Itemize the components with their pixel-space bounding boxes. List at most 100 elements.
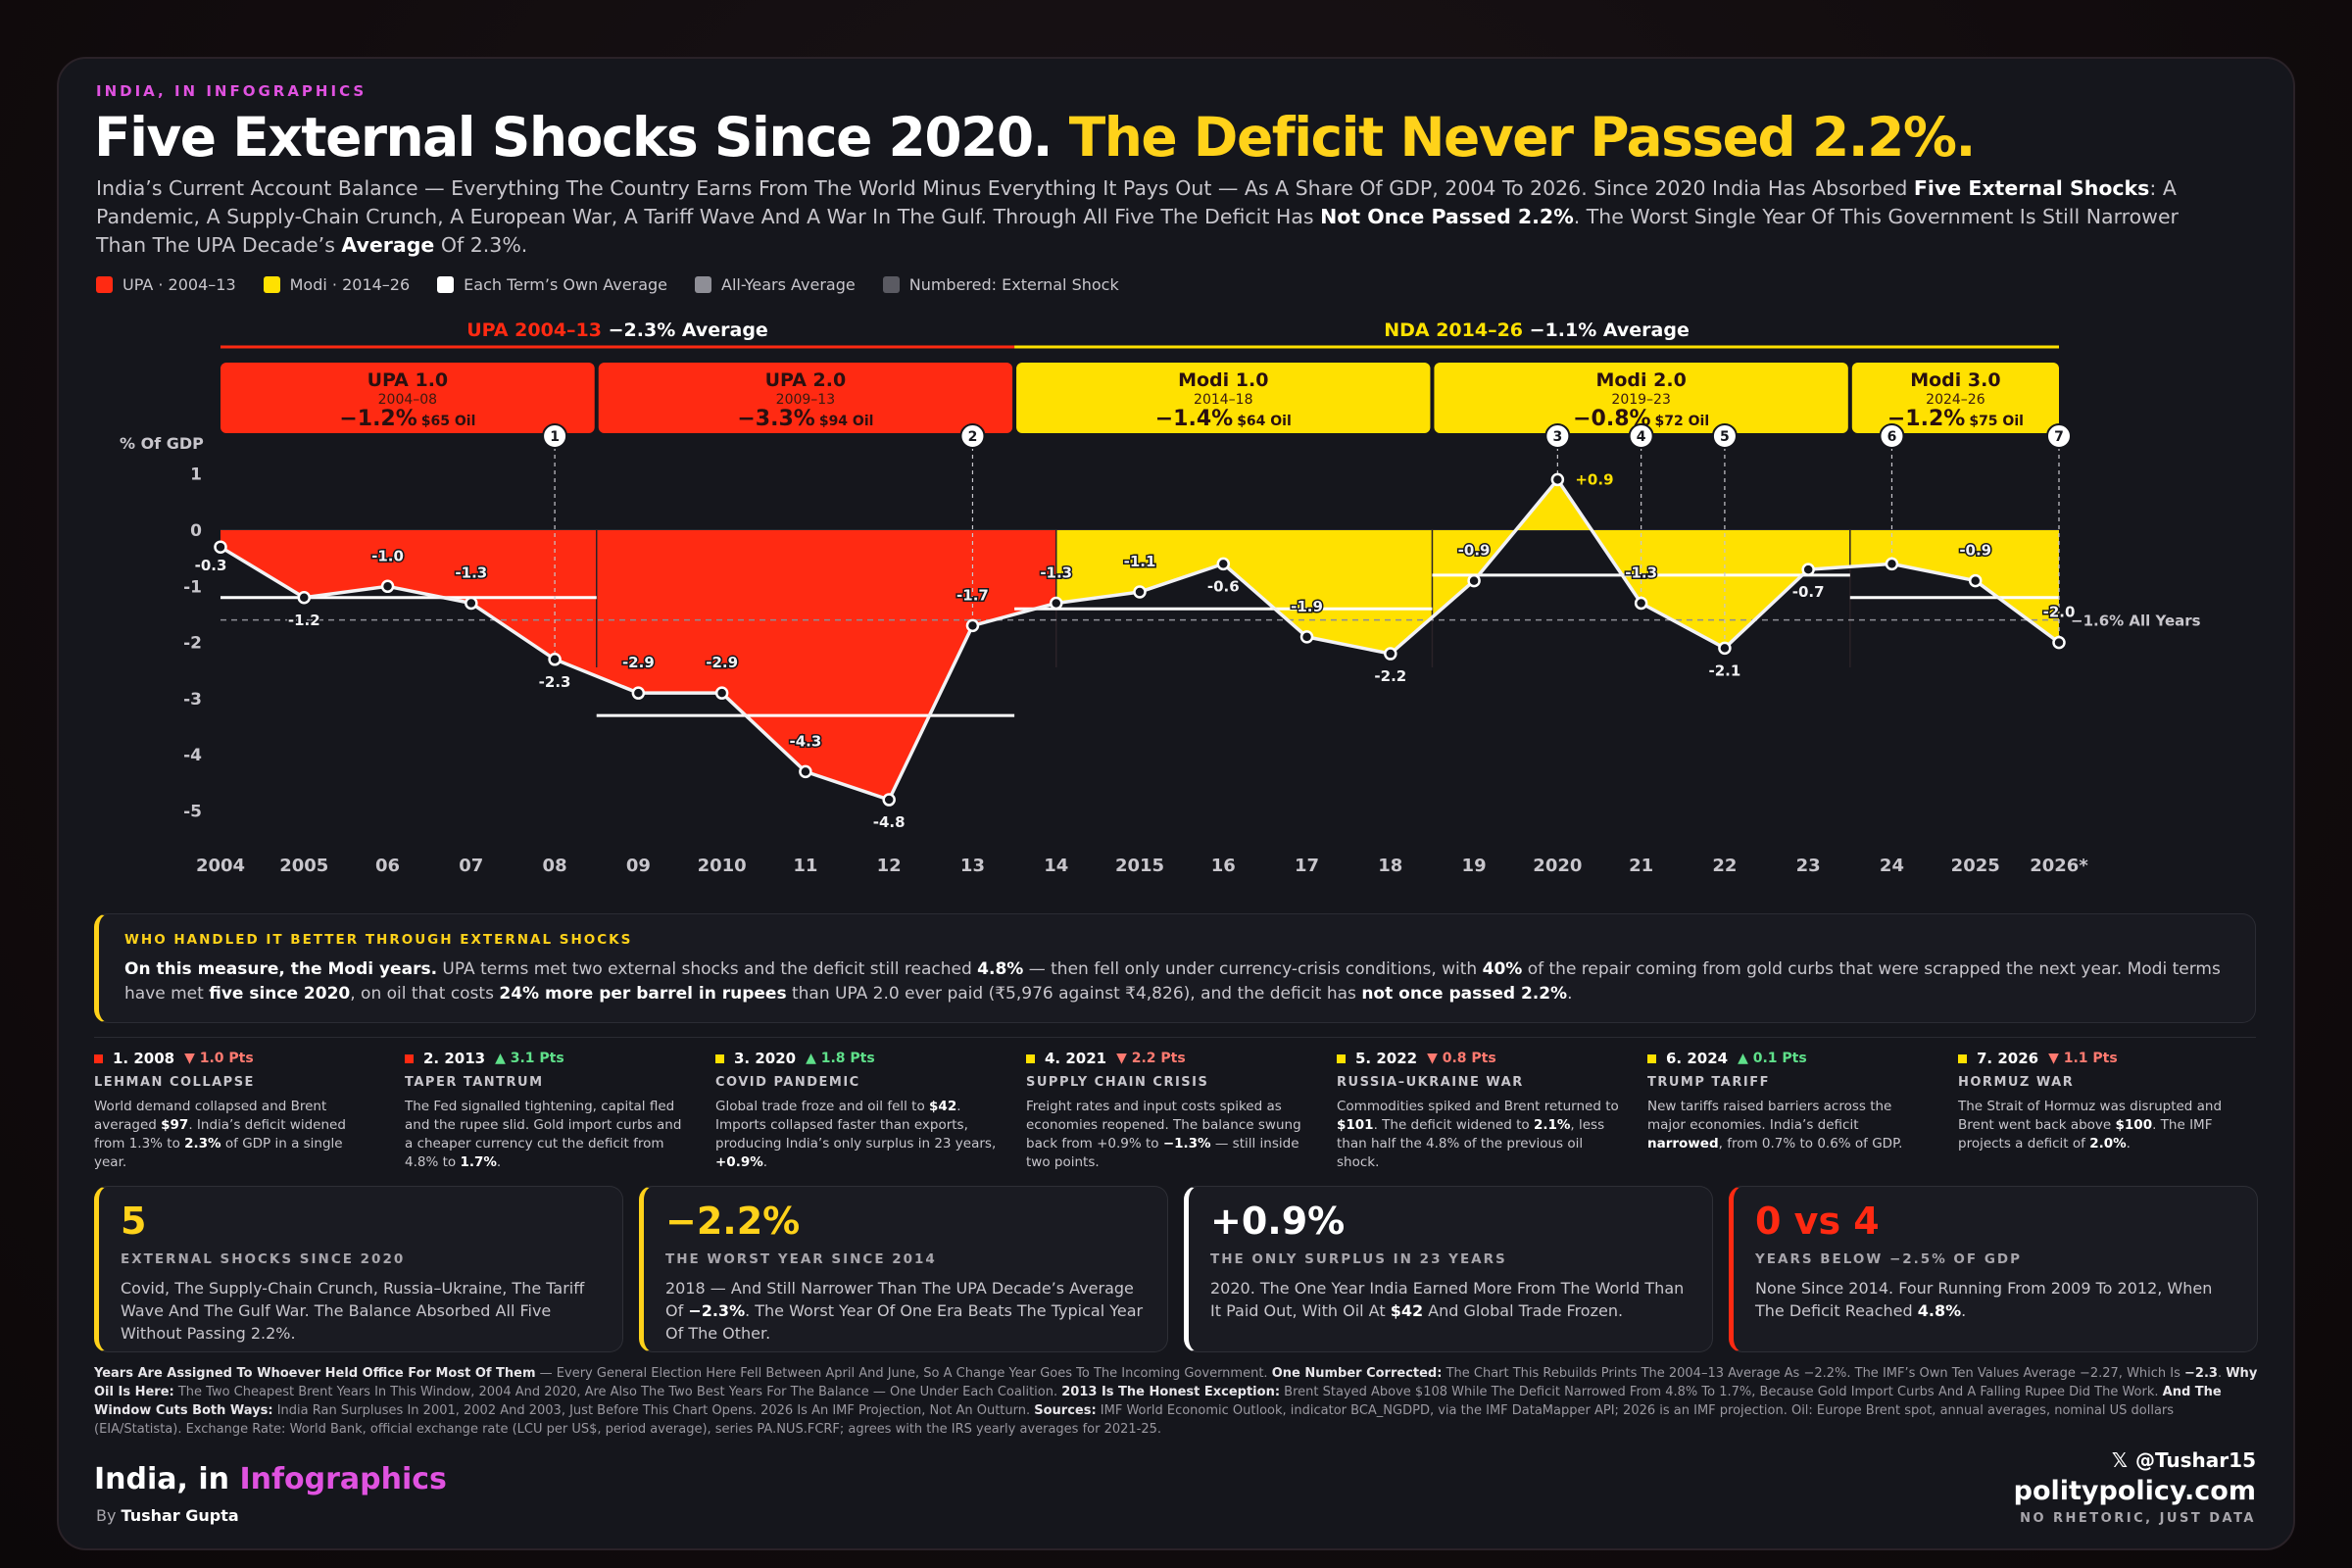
shock-delta: ▼ 0.8 Pts: [1427, 1051, 1496, 1066]
shock-description: New tariffs raised barriers across the m…: [1647, 1098, 1932, 1153]
shock-number-badge: [1879, 423, 1905, 449]
body-text: , less than half the 4.8% of the previou…: [1337, 1117, 1605, 1170]
body-text: than UPA 2.0 ever paid (₹5,976 against ₹…: [786, 984, 1362, 1004]
shock-year: 7. 2026: [1977, 1050, 2039, 1067]
body-text: .: [1961, 1301, 1967, 1320]
shock-year: 3. 2020: [734, 1050, 797, 1067]
emphasis-text: −1.3%: [1162, 1136, 1211, 1152]
shock-header: 2. 2013 ▲ 3.1 Pts: [405, 1050, 689, 1067]
body-text: .: [2217, 1366, 2227, 1381]
term-summary: −3.3% $94 Oil: [737, 407, 873, 431]
emphasis-text: 1.7%: [460, 1154, 497, 1170]
data-point: [1133, 585, 1147, 599]
body-text: World demand collapsed and Brent average…: [94, 1099, 327, 1133]
data-point: [1801, 563, 1815, 576]
term-average: −1.2%: [339, 407, 416, 431]
x-tick-label: 24: [1880, 856, 1904, 876]
data-point: [214, 540, 227, 554]
shock-number: 5: [1720, 429, 1730, 445]
body-text: UPA terms met two external shocks and th…: [437, 959, 978, 979]
stat-value: −2.2%: [665, 1200, 801, 1243]
shock-number: 1: [550, 429, 560, 445]
data-label: -1.3: [455, 564, 487, 581]
shock-header: 6. 2024 ▲ 0.1 Pts: [1647, 1050, 1932, 1067]
data-point: [297, 591, 312, 605]
legend-item: Each Term’s Own Average: [437, 275, 667, 294]
term-name: Modi 1.0: [1178, 369, 1268, 391]
shock-number-badge: [2046, 423, 2072, 449]
emphasis-text: narrowed: [1647, 1136, 1719, 1152]
data-point: [2052, 635, 2066, 650]
data-label: -2.3: [539, 673, 571, 691]
shock-marker-icon: [1026, 1054, 1035, 1063]
title-main: Five External Shocks Since 2020.: [94, 106, 1054, 169]
stat-label: YEARS BELOW −2.5% OF GDP: [1755, 1251, 2022, 1267]
data-label: -0.9: [1458, 542, 1491, 560]
y-tick-label: -5: [183, 803, 202, 822]
body-text: Freight rates and input costs spiked as …: [1026, 1099, 1301, 1152]
data-point: [799, 764, 812, 779]
footnotes: Years Are Assigned To Whoever Held Offic…: [94, 1364, 2260, 1439]
shock-name: RUSSIA–UKRAINE WAR: [1337, 1075, 1524, 1090]
shock-number-badge: [1711, 423, 1738, 449]
body-text: The Two Cheapest Brent Years In This Win…: [173, 1385, 1062, 1399]
shock-year: 4. 2021: [1045, 1050, 1107, 1067]
data-label: -4.3: [790, 732, 822, 750]
body-text: .: [1567, 984, 1573, 1004]
term-years: 2014–18: [1194, 392, 1252, 408]
legend-label: Each Term’s Own Average: [464, 275, 667, 294]
stat-value: 0 vs 4: [1755, 1200, 1880, 1243]
subtitle-text: Of 2.3%.: [434, 233, 528, 257]
data-point: [965, 618, 980, 633]
body-text: New tariffs raised barriers across the m…: [1647, 1099, 1892, 1133]
shock-number: 3: [1552, 429, 1562, 445]
body-text: , from 0.7% to 0.6% of GDP.: [1718, 1136, 1903, 1152]
page-title: Five External Shocks Since 2020. The Def…: [94, 106, 1977, 169]
shock-delta: ▲ 1.8 Pts: [806, 1051, 875, 1066]
stat-card: +0.9% THE ONLY SURPLUS IN 23 YEARS 2020. T…: [1184, 1186, 1713, 1352]
shock-year: 1. 2008: [113, 1050, 175, 1067]
data-label: -1.1: [1124, 553, 1156, 570]
data-point: [1299, 630, 1314, 644]
social-handle[interactable]: 𝕏 @Tushar15: [2112, 1448, 2256, 1472]
data-label: -1.2: [288, 612, 320, 629]
shock-number-badge: [1544, 423, 1571, 449]
x-tick-label: 17: [1295, 856, 1319, 876]
subtitle-emphasis: Average: [341, 233, 435, 257]
x-tick-label: 2004: [196, 856, 245, 876]
body-text: Brent Stayed Above $108 While The Defici…: [1280, 1385, 2163, 1399]
shock-delta: ▼ 1.0 Pts: [184, 1051, 254, 1066]
website-link[interactable]: politypolicy.com: [2013, 1476, 2256, 1506]
data-point: [714, 686, 729, 700]
x-tick-label: 21: [1629, 856, 1653, 876]
emphasis-text: $101: [1337, 1117, 1374, 1133]
shock-marker-icon: [1337, 1054, 1346, 1063]
stat-text: Covid, The Supply-Chain Crunch, Russia–U…: [121, 1277, 601, 1345]
shock-header: 3. 2020 ▲ 1.8 Pts: [715, 1050, 1000, 1067]
title-highlight: The Deficit Never Passed 2.2%.: [1068, 106, 1977, 169]
emphasis-text: 40%: [1482, 959, 1523, 979]
shock-item: 7. 2026 ▼ 1.1 Pts HORMUZ WAR The Strait of …: [1958, 1050, 2242, 1153]
y-tick-label: -3: [183, 690, 202, 710]
term-oil: $64 Oil: [1237, 414, 1292, 429]
series-line: [220, 477, 2061, 802]
shock-name: TRUMP TARIFF: [1647, 1075, 1770, 1090]
emphasis-text: 2.0%: [2089, 1136, 2127, 1152]
shock-header: 1. 2008 ▼ 1.0 Pts: [94, 1050, 378, 1067]
data-point: [1049, 596, 1063, 611]
x-tick-label: 09: [626, 856, 651, 876]
body-text: . The IMF projects a deficit of: [1958, 1117, 2213, 1152]
x-tick-label: 2026*: [2030, 856, 2088, 876]
data-label: -2.9: [706, 654, 738, 671]
body-text: . The Worst Year Of One Era Beats The Ty…: [665, 1301, 1144, 1343]
brand-logo: India, in Infographics: [94, 1462, 447, 1496]
current-account-chart: UPA 2004–13 −2.3% Average NDA 2014–26 −1.…: [120, 319, 2201, 876]
term-average: −3.3%: [737, 407, 814, 431]
term-oil: $94 Oil: [819, 414, 874, 429]
subtitle-text: : A Pandemic, A Supply-Chain Crunch, A E…: [96, 176, 2177, 228]
shock-name: SUPPLY CHAIN CRISIS: [1026, 1075, 1209, 1090]
body-text: IMF World Economic Outlook, indicator BC…: [94, 1403, 2175, 1437]
legend-item: All-Years Average: [695, 275, 856, 294]
shock-item: 3. 2020 ▲ 1.8 Pts COVID PANDEMIC Global tra…: [715, 1050, 1000, 1172]
shock-number: 2: [968, 429, 978, 445]
